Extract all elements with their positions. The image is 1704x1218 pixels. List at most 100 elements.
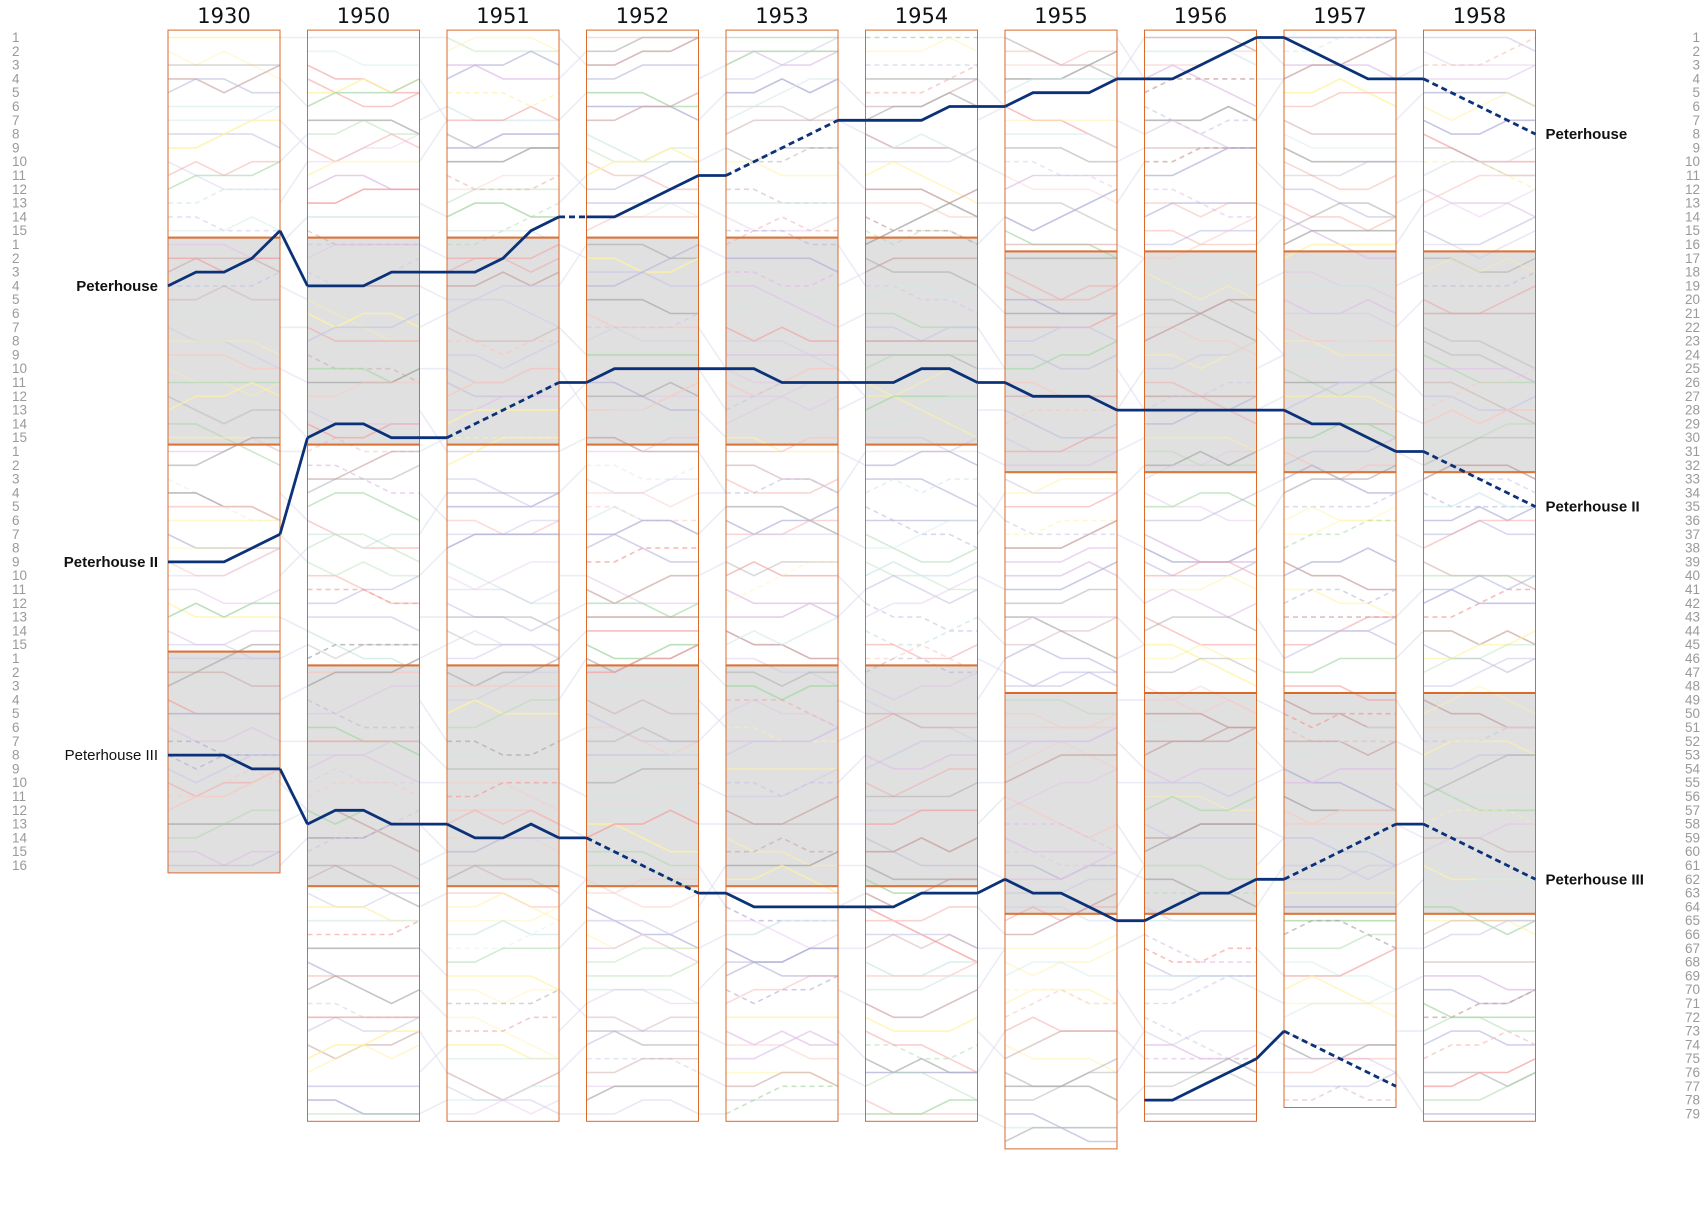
background-crew-line <box>1284 340 1397 356</box>
background-crew-line <box>167 602 280 618</box>
background-crew-line <box>1423 1071 1536 1088</box>
background-crew-line <box>726 105 839 122</box>
background-crew-line <box>1004 174 1118 204</box>
background-connector <box>1255 326 1285 356</box>
background-crew-line <box>307 1016 420 1032</box>
background-crew-line <box>1423 630 1536 660</box>
background-crew-line <box>586 243 699 260</box>
background-connector <box>558 658 588 701</box>
background-crew-line <box>726 1044 838 1060</box>
background-crew-line <box>1005 906 1117 922</box>
division-box-1954-4 <box>865 664 978 888</box>
background-crew-line <box>1144 561 1257 577</box>
division-box-1950-4 <box>307 664 420 888</box>
background-connector <box>1395 202 1425 245</box>
background-connector <box>1116 147 1145 163</box>
background-connector <box>976 285 1006 315</box>
background-connector <box>1116 643 1145 660</box>
background-connector <box>1255 36 1285 66</box>
background-crew-line <box>167 78 280 94</box>
background-crew-line <box>168 850 281 867</box>
background-crew-line <box>1284 312 1397 329</box>
background-connector <box>837 699 866 715</box>
background-crew-line <box>1423 574 1536 591</box>
right-position-tick: 71 <box>1685 996 1700 1011</box>
background-crew-line <box>1005 671 1117 687</box>
background-crew-line <box>447 781 559 798</box>
right-position-tick: 17 <box>1685 251 1700 266</box>
background-connector <box>558 878 588 908</box>
background-connector <box>1116 1030 1146 1060</box>
background-crew-line <box>1005 1085 1118 1101</box>
background-crew-line <box>1144 492 1257 522</box>
background-crew-line <box>1423 1030 1536 1046</box>
background-crew-line <box>1144 326 1257 356</box>
background-crew-line <box>168 271 281 287</box>
background-crew-line <box>865 643 978 674</box>
left-position-tick: 15 <box>12 637 27 652</box>
background-crew-line <box>168 547 281 577</box>
background-connector <box>837 395 866 411</box>
background-connector <box>1116 575 1146 604</box>
background-crew-line <box>1283 133 1396 149</box>
background-crew-line <box>1005 561 1118 577</box>
division-shade-1957-4 <box>1284 692 1396 915</box>
background-crew-line <box>586 988 699 1005</box>
background-crew-line <box>1004 285 1117 301</box>
background-crew-line <box>586 533 699 563</box>
crew-line-peterhouse-iii-1950 <box>306 808 420 826</box>
crew-label-left-peterhouse: Peterhouse <box>76 278 158 295</box>
division-box-1950-1 <box>307 29 420 239</box>
right-position-tick: 47 <box>1685 665 1700 680</box>
background-connector <box>558 326 588 356</box>
background-crew-line <box>865 450 978 467</box>
background-connector <box>1255 837 1285 867</box>
background-crew-line <box>1423 657 1536 687</box>
background-connector <box>418 989 448 1018</box>
background-crew-line <box>1423 519 1536 536</box>
crew-labels: Peterhouse Peterhouse Peterhouse II Peterho… <box>64 126 1644 888</box>
background-crew-line <box>307 133 420 163</box>
right-position-tick: 6 <box>1692 99 1700 114</box>
background-crew-line <box>447 395 559 411</box>
right-position-tick: 11 <box>1686 168 1700 183</box>
background-connector <box>698 271 727 287</box>
year-labels: 1930 1950 1951 1952 1953 1954 1955 1956 1957 1958 <box>197 4 1506 28</box>
background-crew-line <box>167 381 281 411</box>
background-crew-line <box>726 671 838 687</box>
background-connector <box>279 285 308 301</box>
background-connector <box>418 740 448 770</box>
background-crew-line <box>1283 768 1397 812</box>
background-crew-line <box>726 519 838 536</box>
background-crew-line <box>1005 326 1118 342</box>
background-crew-line <box>865 188 978 204</box>
background-crew-line <box>1423 519 1536 549</box>
background-crew-line <box>726 505 839 536</box>
background-crew-line <box>1004 105 1118 149</box>
background-connector <box>1116 1030 1146 1073</box>
background-crew-line <box>1005 50 1117 66</box>
division-box-1955-4 <box>1004 692 1118 915</box>
background-crew-line <box>1283 1030 1396 1046</box>
background-connector <box>698 1071 727 1088</box>
background-connector <box>976 616 1006 646</box>
background-crew-line <box>1004 519 1117 536</box>
background-connector <box>1116 989 1146 1032</box>
background-crew-line <box>865 202 978 218</box>
left-position-tick: 10 <box>12 154 27 169</box>
background-connector <box>1256 395 1285 411</box>
crew-line-peterhouse-1956 <box>1144 36 1258 81</box>
left-position-tick: 16 <box>12 858 27 873</box>
left-position-tick: 11 <box>12 168 26 183</box>
background-connector <box>1116 864 1145 881</box>
background-crew-line <box>446 174 560 191</box>
division-shade-1957-2 <box>1284 250 1396 473</box>
background-crew-line <box>307 1044 420 1074</box>
background-crew-line <box>1004 271 1118 301</box>
background-crew-line <box>307 229 420 246</box>
background-connector <box>1395 878 1425 908</box>
background-crew-line <box>586 726 699 756</box>
background-crew-line <box>1423 326 1536 370</box>
background-crew-line <box>586 36 699 66</box>
background-crew-line <box>1283 202 1397 232</box>
